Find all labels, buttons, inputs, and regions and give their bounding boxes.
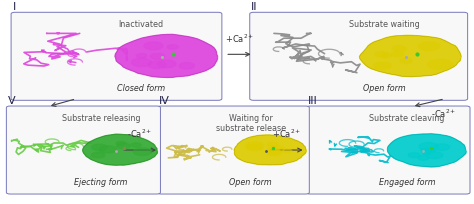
Polygon shape	[131, 58, 152, 67]
Polygon shape	[422, 151, 431, 155]
Polygon shape	[417, 155, 429, 160]
Text: Substrate waiting: Substrate waiting	[348, 20, 419, 29]
Polygon shape	[426, 148, 435, 152]
Polygon shape	[434, 144, 450, 150]
Polygon shape	[157, 60, 176, 68]
Polygon shape	[267, 142, 278, 146]
Text: Open form: Open form	[363, 84, 405, 93]
FancyBboxPatch shape	[250, 12, 468, 100]
Polygon shape	[408, 153, 420, 157]
Polygon shape	[131, 143, 141, 147]
Polygon shape	[246, 142, 264, 149]
Text: Substrate releasing: Substrate releasing	[62, 114, 140, 123]
Polygon shape	[115, 34, 218, 78]
Polygon shape	[179, 63, 194, 69]
Text: IV: IV	[159, 96, 170, 106]
Polygon shape	[266, 150, 281, 156]
Polygon shape	[167, 45, 178, 49]
Text: Waiting for
substrate release: Waiting for substrate release	[216, 114, 286, 133]
Text: Ejecting form: Ejecting form	[74, 177, 128, 186]
Text: Engaged form: Engaged form	[379, 177, 435, 186]
Polygon shape	[148, 61, 166, 69]
Polygon shape	[150, 53, 164, 59]
Polygon shape	[116, 141, 126, 145]
Text: -Ca$^{2+}$: -Ca$^{2+}$	[128, 128, 153, 140]
Text: +Ca$^{2+}$: +Ca$^{2+}$	[272, 128, 301, 140]
Polygon shape	[99, 146, 117, 153]
Text: V: V	[8, 96, 16, 106]
FancyBboxPatch shape	[157, 106, 310, 194]
Polygon shape	[91, 152, 105, 158]
Polygon shape	[133, 148, 152, 155]
Text: Substrate cleaving: Substrate cleaving	[369, 114, 445, 123]
Polygon shape	[82, 134, 157, 165]
Text: III: III	[308, 96, 318, 106]
Polygon shape	[380, 53, 391, 58]
Text: Closed form: Closed form	[117, 84, 165, 93]
FancyBboxPatch shape	[307, 106, 470, 194]
Polygon shape	[375, 52, 388, 57]
Polygon shape	[392, 46, 406, 51]
Polygon shape	[421, 149, 432, 153]
Polygon shape	[427, 152, 443, 159]
Polygon shape	[374, 62, 392, 69]
Polygon shape	[116, 143, 130, 149]
FancyBboxPatch shape	[6, 106, 160, 194]
Polygon shape	[428, 59, 453, 70]
Polygon shape	[400, 58, 412, 63]
Polygon shape	[419, 143, 438, 151]
Polygon shape	[419, 42, 440, 51]
Text: Inactivated: Inactivated	[118, 20, 164, 29]
Polygon shape	[234, 135, 306, 165]
Polygon shape	[391, 51, 404, 57]
Text: +Ca$^{2+}$: +Ca$^{2+}$	[225, 33, 254, 45]
Polygon shape	[360, 35, 461, 77]
Text: Open form: Open form	[229, 177, 272, 186]
Polygon shape	[267, 145, 284, 152]
Polygon shape	[283, 149, 292, 153]
Polygon shape	[246, 144, 263, 151]
Polygon shape	[137, 54, 147, 58]
Polygon shape	[91, 144, 107, 151]
Polygon shape	[388, 134, 466, 167]
Polygon shape	[144, 42, 163, 50]
Text: II: II	[251, 2, 258, 12]
FancyBboxPatch shape	[11, 12, 222, 100]
Text: I: I	[12, 2, 16, 12]
Text: -Ca$^{2+}$: -Ca$^{2+}$	[431, 108, 457, 120]
Polygon shape	[267, 149, 281, 154]
